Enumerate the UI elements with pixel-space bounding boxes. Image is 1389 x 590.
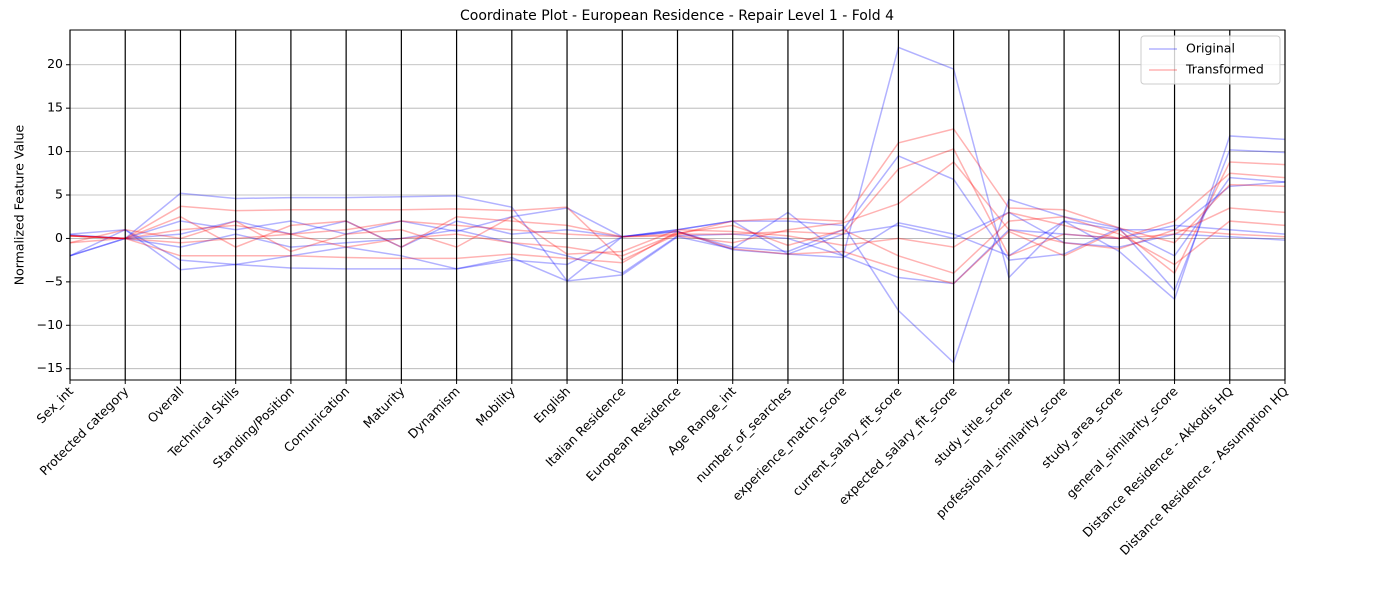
x-tick-label: Sex_int (33, 383, 76, 426)
x-tick-label: English (531, 384, 574, 427)
y-tick-label: −5 (45, 273, 63, 288)
y-tick-label: 10 (47, 143, 63, 158)
x-tick-label: Dynamism (405, 384, 463, 442)
y-tick-label: 15 (47, 100, 63, 115)
legend-label: Transformed (1185, 62, 1264, 77)
y-tick-label: 20 (47, 56, 63, 71)
x-tick-label: Mobility (473, 383, 519, 429)
x-tick-label: Overall (144, 384, 186, 426)
legend-label: Original (1186, 41, 1235, 56)
y-axis-label: Normalized Feature Value (12, 124, 27, 285)
x-tick-label: general_similarity_score (1063, 383, 1181, 501)
y-tick-label: 0 (55, 230, 63, 245)
x-tick-label: number_of_searches (692, 384, 794, 486)
x-tick-label: current_salary_fit_score (789, 383, 905, 499)
chart-title: Coordinate Plot - European Residence - R… (460, 8, 894, 24)
x-tick-label: Maturity (360, 383, 408, 431)
legend-box (1140, 35, 1281, 85)
x-tick-label: European Residence (583, 383, 684, 484)
plot-frame (69, 29, 1286, 381)
y-tick-label: −10 (37, 317, 63, 332)
y-tick-label: 5 (55, 187, 63, 202)
x-tick-label: experience_match_score (729, 383, 849, 503)
y-tick-label: −15 (37, 360, 63, 375)
